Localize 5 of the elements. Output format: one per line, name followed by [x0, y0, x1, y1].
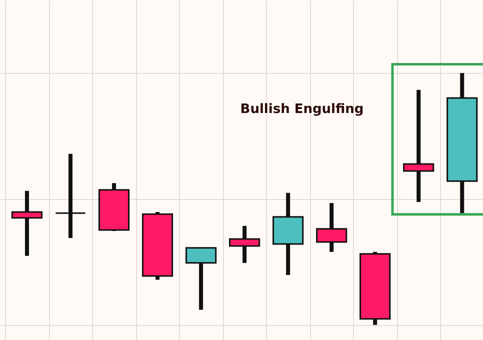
- candlestick: [11, 190, 43, 256]
- candlestick: [54, 154, 86, 238]
- annotation: Bullish Engulfing: [240, 102, 364, 117]
- candlestick: [229, 226, 260, 263]
- candlestick: [403, 90, 434, 202]
